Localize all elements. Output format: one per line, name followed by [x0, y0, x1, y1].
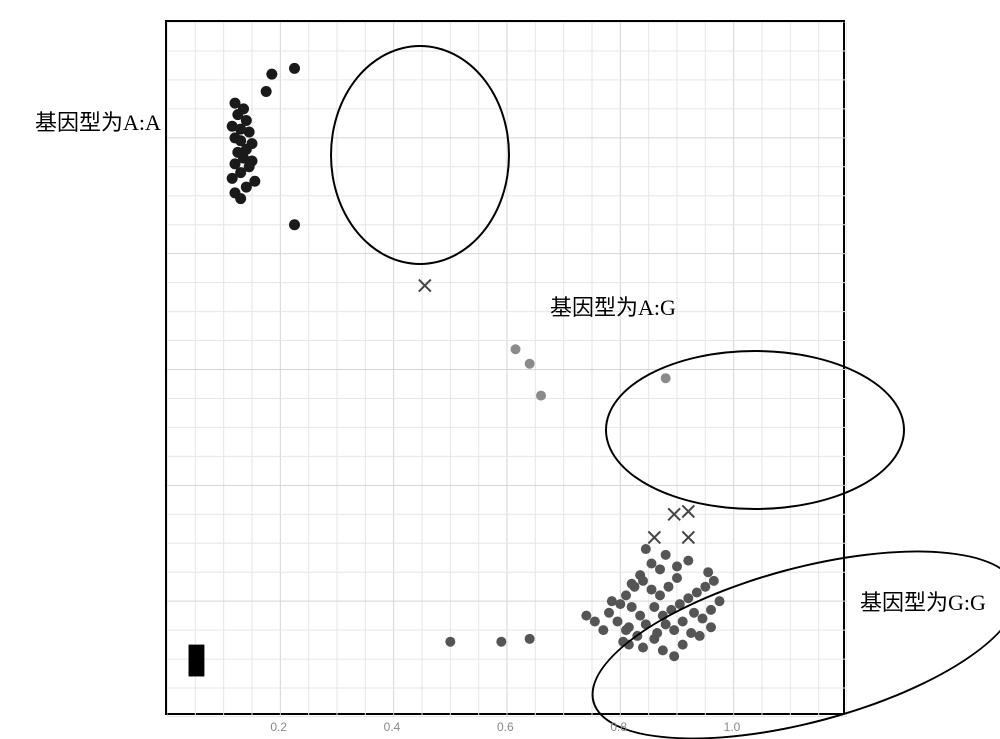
point: [627, 602, 637, 612]
point: [241, 182, 252, 193]
point: [700, 582, 710, 592]
point: [672, 573, 682, 583]
point: [649, 602, 659, 612]
point: [261, 86, 272, 97]
point: [692, 587, 702, 597]
point: [598, 625, 608, 635]
point: [525, 634, 535, 644]
x-marker: [682, 505, 694, 517]
point: [289, 63, 300, 74]
point: [604, 608, 614, 618]
point: [590, 616, 600, 626]
point: [581, 611, 591, 621]
point: [445, 637, 455, 647]
point: [664, 582, 674, 592]
point: [266, 69, 277, 80]
point: [655, 564, 665, 574]
point: [647, 559, 657, 569]
point: [615, 599, 625, 609]
point: [511, 344, 521, 354]
point: [647, 585, 657, 595]
point: [244, 127, 255, 138]
x-marker: [682, 531, 694, 543]
point: [227, 173, 238, 184]
point: [703, 567, 713, 577]
point: [635, 611, 645, 621]
x-marker: [648, 531, 660, 543]
point: [672, 561, 682, 571]
point: [627, 579, 637, 589]
ellipse-AA: [330, 45, 510, 265]
point: [536, 391, 546, 401]
point: [709, 576, 719, 586]
point: [661, 550, 671, 560]
cluster-AA: [227, 63, 300, 230]
x-tick: 0.4: [384, 720, 401, 734]
point: [621, 590, 631, 600]
x-tick: 0.2: [270, 720, 287, 734]
point: [655, 590, 665, 600]
point: [613, 616, 623, 626]
x-tick: 1.0: [724, 720, 741, 734]
point: [621, 625, 631, 635]
point: [635, 570, 645, 580]
chart-canvas: 基因型为A:A 基因型为A:G 基因型为G:G 0.20.40.60.81.0: [0, 0, 1000, 739]
x-tick: 0.8: [610, 720, 627, 734]
cluster-label-aa: 基因型为A:A: [35, 105, 161, 137]
point: [289, 219, 300, 230]
ellipse-AG: [605, 350, 905, 510]
cluster-label-ag: 基因型为A:G: [550, 290, 676, 322]
ntc-blob: [189, 645, 205, 677]
point: [683, 556, 693, 566]
point: [641, 544, 651, 554]
x-tick: 0.6: [497, 720, 514, 734]
x-marker: [419, 280, 431, 292]
point: [525, 359, 535, 369]
point: [496, 637, 506, 647]
point: [235, 193, 246, 204]
point: [607, 596, 617, 606]
